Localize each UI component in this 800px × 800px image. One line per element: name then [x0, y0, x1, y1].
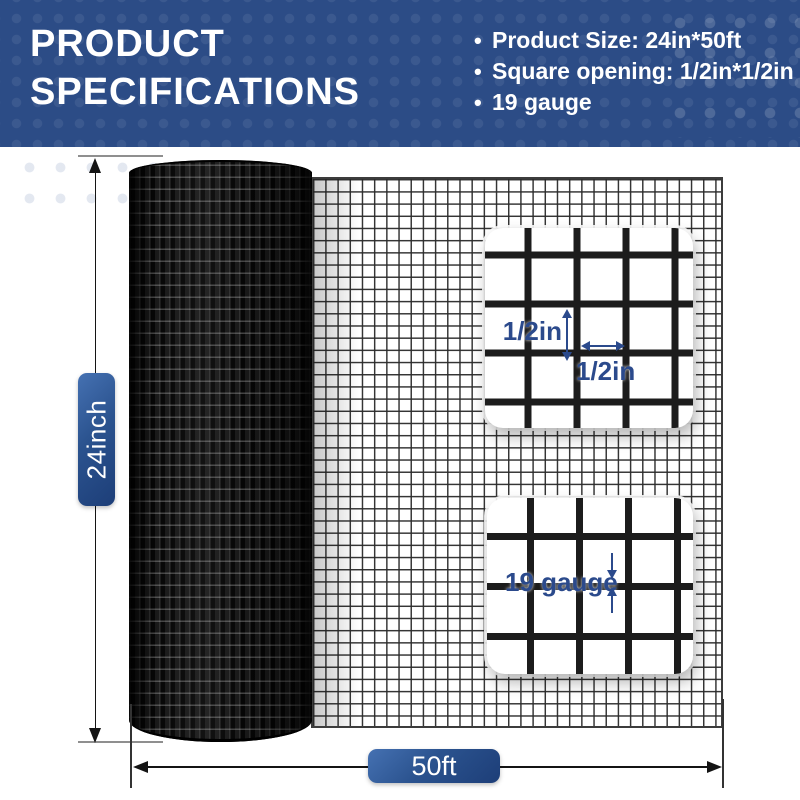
spec-item-gauge: • 19 gauge [474, 87, 794, 118]
opening-horizontal-label: 1/2in [576, 356, 636, 386]
height-badge: 24inch [78, 373, 115, 506]
opening-arrow-down-icon [562, 352, 572, 361]
gauge-label: 19 gauge [505, 567, 618, 597]
gauge-arrow-up-icon [607, 587, 617, 596]
opening-vertical-arrow [566, 313, 568, 357]
gauge-arrow-down-icon [607, 570, 617, 579]
height-top-tick [78, 155, 163, 157]
banner-dot-pattern [0, 0, 800, 147]
bullet-icon: • [474, 28, 482, 53]
mesh-roll [129, 160, 312, 742]
opening-callout-grid [485, 228, 693, 428]
gauge-arrow-top-line [611, 553, 613, 572]
spec-item-opening-text: Square opening: 1/2in*1/2in [492, 58, 794, 84]
right-arrowhead-icon [707, 761, 722, 773]
spec-item-size-text: Product Size: 24in*50ft [492, 27, 742, 53]
length-left-tick [130, 704, 132, 788]
header-banner: PRODUCT SPECIFICATIONS • Product Size: 2… [0, 0, 800, 147]
mesh-sheet-shadow [313, 179, 359, 726]
height-badge-label: 24inch [81, 399, 111, 480]
height-bottom-tick [78, 741, 163, 743]
up-arrowhead-icon [89, 158, 101, 173]
opening-arrow-left-icon [581, 341, 590, 351]
opening-arrow-right-icon [616, 341, 625, 351]
page-title: PRODUCT SPECIFICATIONS [30, 20, 360, 116]
gauge-arrow-bottom-line [611, 594, 613, 613]
bullet-icon: • [474, 59, 482, 84]
spec-item-opening: • Square opening: 1/2in*1/2in [474, 56, 794, 87]
left-arrowhead-icon [133, 761, 148, 773]
bullet-icon: • [474, 90, 482, 115]
spec-item-size: • Product Size: 24in*50ft [474, 25, 794, 56]
page-title-line1: PRODUCT [30, 23, 225, 65]
length-badge: 50ft [368, 749, 500, 783]
gauge-callout-grid [487, 498, 693, 674]
opening-arrow-up-icon [562, 309, 572, 318]
banner-dot-pattern-right [665, 8, 800, 138]
down-arrowhead-icon [89, 728, 101, 743]
spec-item-gauge-text: 19 gauge [492, 89, 592, 115]
length-right-tick [722, 699, 724, 788]
spec-bullet-list: • Product Size: 24in*50ft • Square openi… [474, 25, 794, 118]
opening-vertical-label: 1/2in [502, 316, 562, 346]
opening-callout-panel [485, 228, 693, 428]
page-title-line2: SPECIFICATIONS [30, 71, 360, 113]
opening-horizontal-arrow [585, 345, 621, 347]
length-badge-label: 50ft [411, 750, 457, 781]
gauge-callout-panel [487, 498, 693, 674]
